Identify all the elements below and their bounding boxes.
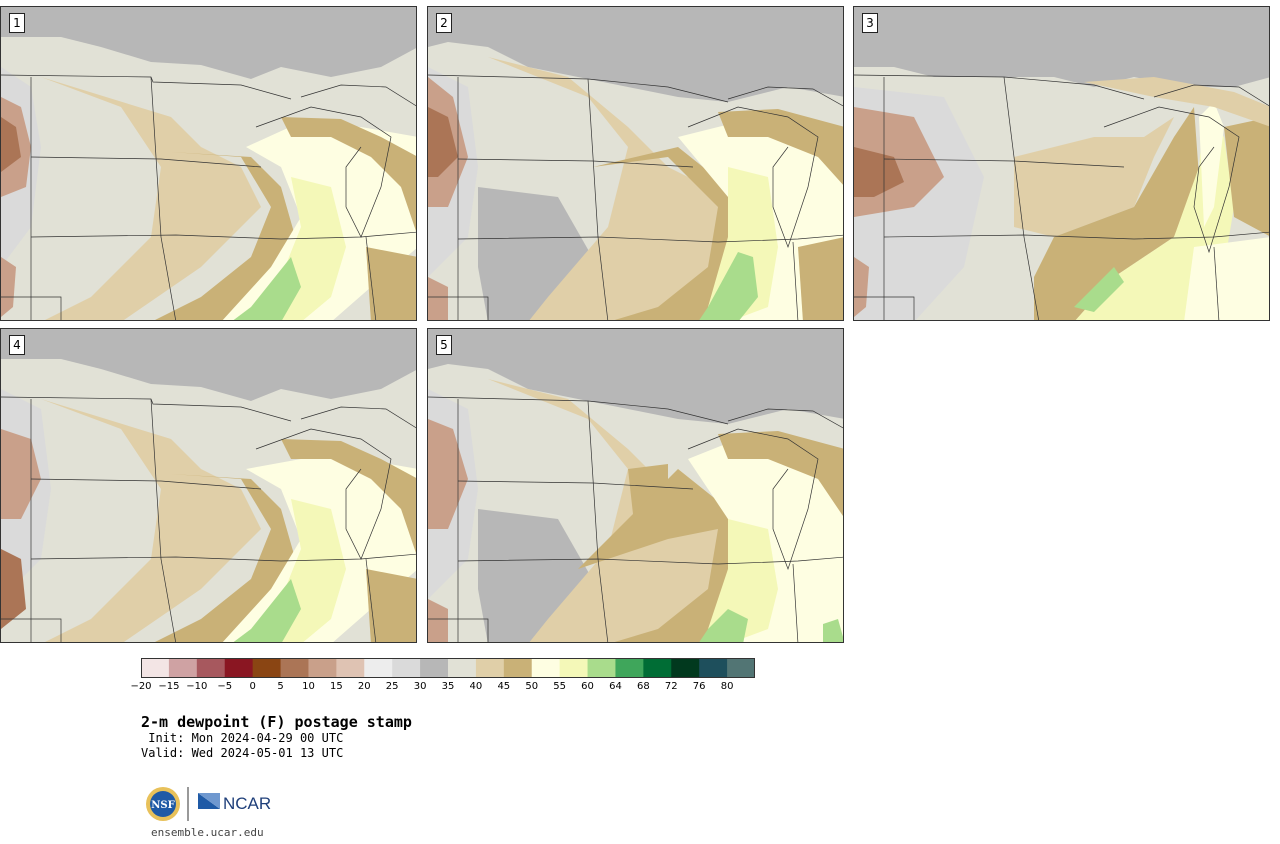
svg-text:NSF: NSF bbox=[151, 800, 174, 811]
map-panel-5: 5 bbox=[427, 328, 844, 643]
dewpoint-map-5 bbox=[428, 329, 843, 642]
colorbar-tick-label: 15 bbox=[329, 681, 343, 692]
colorbar-tick-label: 72 bbox=[664, 681, 678, 692]
colorbar-tick-label: 76 bbox=[692, 681, 706, 692]
dewpoint-map-1 bbox=[1, 7, 416, 320]
map-panel-2: 2 bbox=[427, 6, 844, 321]
colorbar-tick-label: 45 bbox=[497, 681, 511, 692]
panel-number-label: 2 bbox=[436, 13, 452, 33]
colorbar-tick-label: 55 bbox=[553, 681, 566, 692]
valid-time: Valid: Wed 2024-05-01 13 UTC bbox=[141, 746, 344, 760]
colorbar-tick-label: 68 bbox=[636, 681, 650, 692]
init-time: Init: Mon 2024-04-29 00 UTC bbox=[141, 731, 344, 745]
colorbar-swatch bbox=[308, 658, 337, 678]
nsf-logo-icon: NSF bbox=[146, 787, 180, 821]
panel-number-label: 5 bbox=[436, 335, 452, 355]
colorbar-swatch bbox=[364, 658, 393, 678]
colorbar-tick-label: 35 bbox=[441, 681, 455, 692]
colorbar-tick-label: 5 bbox=[277, 681, 284, 692]
colorbar-tick-label: 30 bbox=[413, 681, 427, 692]
colorbar-tick-label: 10 bbox=[302, 681, 315, 692]
colorbar-tick-label: −20 bbox=[130, 681, 152, 692]
colorbar-swatch bbox=[587, 658, 616, 678]
colorbar-tick-label: 80 bbox=[720, 681, 734, 692]
colorbar-tick-label: −10 bbox=[186, 681, 208, 692]
colorbar bbox=[141, 658, 755, 678]
map-panel-1: 1 bbox=[0, 6, 417, 321]
colorbar-tick-label: −5 bbox=[217, 681, 233, 692]
panel-number-label: 4 bbox=[9, 335, 25, 355]
colorbar-swatch bbox=[475, 658, 505, 678]
panel-number-label: 1 bbox=[9, 13, 25, 33]
colorbar-tick-label: 0 bbox=[249, 681, 256, 692]
ncar-logo-icon: NCAR bbox=[198, 793, 271, 813]
colorbar-swatch bbox=[141, 658, 170, 678]
colorbar-swatch bbox=[727, 658, 755, 678]
colorbar-tick-label: 20 bbox=[357, 681, 371, 692]
colorbar-swatch bbox=[196, 658, 226, 678]
footer-url: ensemble.ucar.edu bbox=[151, 826, 264, 839]
colorbar-tick-label: 25 bbox=[385, 681, 399, 692]
colorbar-tick-label: 40 bbox=[469, 681, 483, 692]
colorbar-swatch bbox=[531, 658, 561, 678]
colorbar-swatch bbox=[392, 658, 421, 678]
dewpoint-map-3 bbox=[854, 7, 1269, 320]
map-panel-4: 4 bbox=[0, 328, 417, 643]
dewpoint-map-2 bbox=[428, 7, 843, 320]
colorbar-tick-label: 50 bbox=[525, 681, 539, 692]
dewpoint-map-4 bbox=[1, 329, 416, 642]
colorbar-swatch bbox=[336, 658, 365, 678]
colorbar-swatch bbox=[280, 658, 309, 678]
colorbar-swatch bbox=[559, 658, 589, 678]
colorbar-swatch bbox=[643, 658, 672, 678]
colorbar-tick-label: 60 bbox=[581, 681, 594, 692]
colorbar-swatch bbox=[252, 658, 282, 678]
colorbar-swatch bbox=[671, 658, 700, 678]
colorbar-swatch bbox=[420, 658, 449, 678]
svg-text:NCAR: NCAR bbox=[223, 794, 271, 813]
colorbar-swatch bbox=[168, 658, 198, 678]
colorbar-swatch bbox=[224, 658, 254, 678]
colorbar-swatch bbox=[503, 658, 533, 678]
colorbar-tick-label: 64 bbox=[609, 681, 622, 692]
panel-number-label: 3 bbox=[862, 13, 878, 33]
figure-title: 2-m dewpoint (F) postage stamp bbox=[141, 713, 412, 731]
colorbar-tick-label: −15 bbox=[158, 681, 180, 692]
colorbar-swatch bbox=[615, 658, 644, 678]
map-panel-3: 3 bbox=[853, 6, 1270, 321]
colorbar-swatch bbox=[699, 658, 728, 678]
nsf-ncar-logos: NSF NCAR bbox=[146, 787, 271, 821]
colorbar-swatch bbox=[448, 658, 477, 678]
